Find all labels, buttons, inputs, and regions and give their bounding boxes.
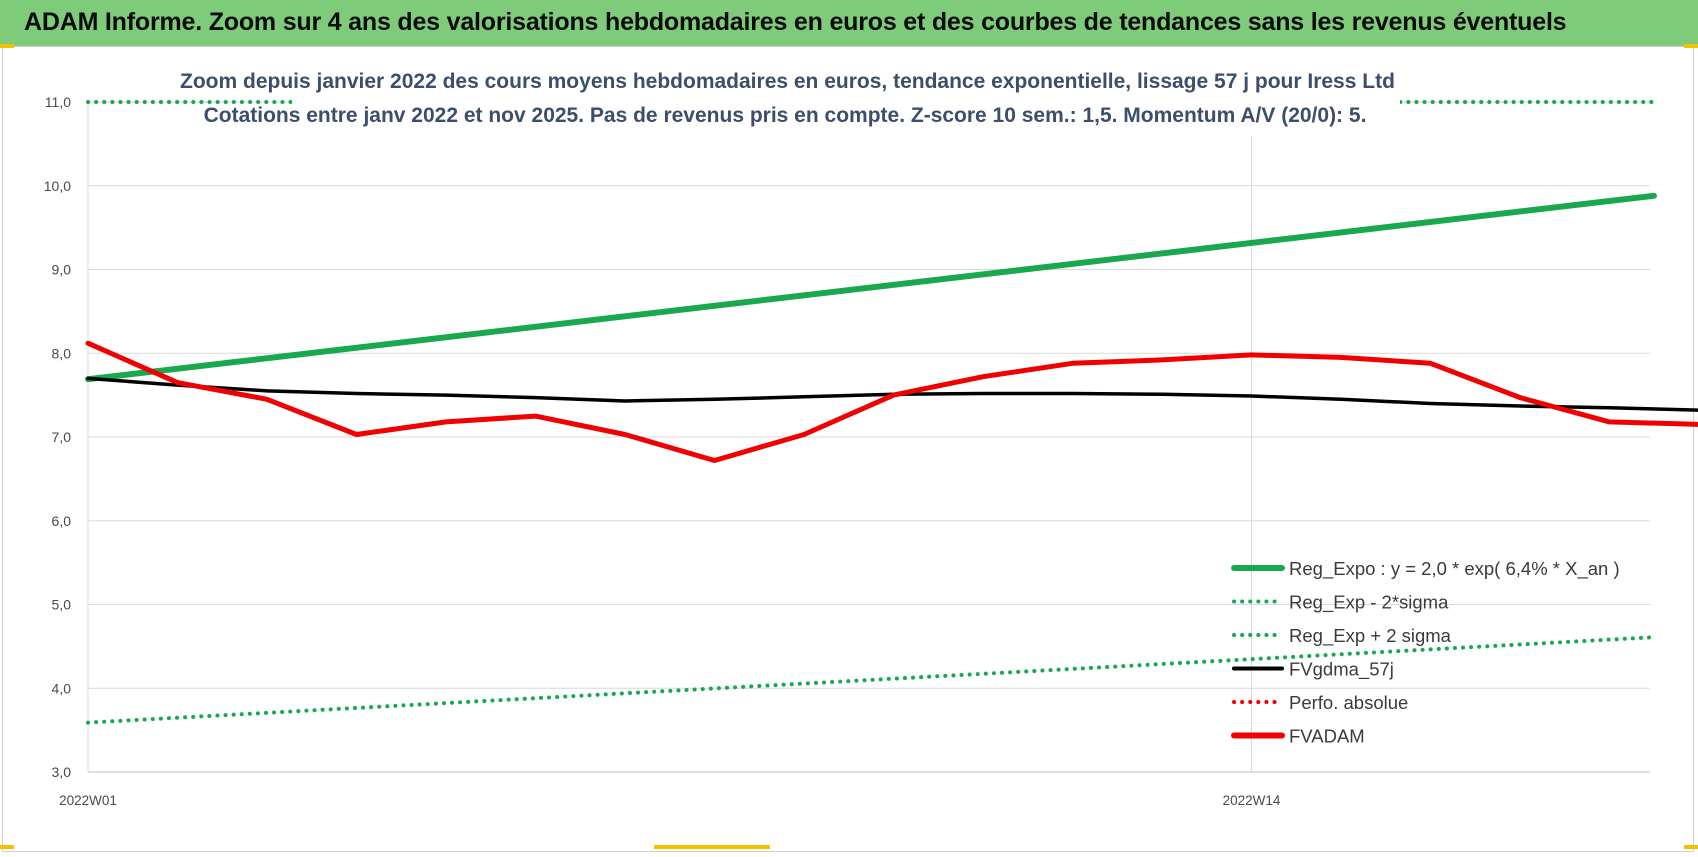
y-tick-label: 3,0 xyxy=(52,764,72,780)
y-tick-label: 4,0 xyxy=(52,680,72,696)
legend-label: FVADAM xyxy=(1289,726,1365,747)
y-tick-label: 8,0 xyxy=(52,345,72,361)
title-background xyxy=(292,64,1400,136)
y-tick-label: 6,0 xyxy=(52,513,72,529)
chart-frame xyxy=(2,46,1694,852)
y-tick-label: 11,0 xyxy=(45,94,71,110)
y-tick-label: 10,0 xyxy=(44,178,71,194)
x-tick-label: 2022W01 xyxy=(59,793,117,808)
legend-label: Perfo. absolue xyxy=(1289,692,1408,713)
chart-subtitle: Cotations entre janv 2022 et nov 2025. P… xyxy=(203,104,1367,127)
chart-title: Zoom depuis janvier 2022 des cours moyen… xyxy=(180,70,1395,93)
frame-corner-top-right xyxy=(1684,44,1698,48)
frame-handle-bottom xyxy=(654,845,770,849)
header-banner: ADAM Informe. Zoom sur 4 ans des valoris… xyxy=(0,0,1698,46)
legend-label: Reg_Expo : y = 2,0 * exp( 6,4% * X_an ) xyxy=(1289,558,1620,580)
series-line-reg-expo xyxy=(85,192,1657,383)
series-line-reg-exp-minus-2sigma xyxy=(86,635,1656,725)
report-title: ADAM Informe. Zoom sur 4 ans des valoris… xyxy=(24,8,1567,36)
frame-corner-bottom-right xyxy=(1684,845,1698,849)
legend-label: FVgdma_57j xyxy=(1289,659,1394,681)
series-line-fvadam xyxy=(85,340,1698,463)
x-tick-label: 2022W14 xyxy=(1223,793,1281,808)
frame-corner-bottom-left xyxy=(0,845,14,849)
y-tick-label: 9,0 xyxy=(52,262,72,278)
legend-label: Reg_Exp + 2 sigma xyxy=(1289,625,1452,647)
y-tick-label: 5,0 xyxy=(52,597,72,613)
y-tick-label: 7,0 xyxy=(52,429,72,445)
frame-corner-top-left xyxy=(0,44,14,48)
legend-label: Reg_Exp - 2*sigma xyxy=(1289,592,1449,614)
